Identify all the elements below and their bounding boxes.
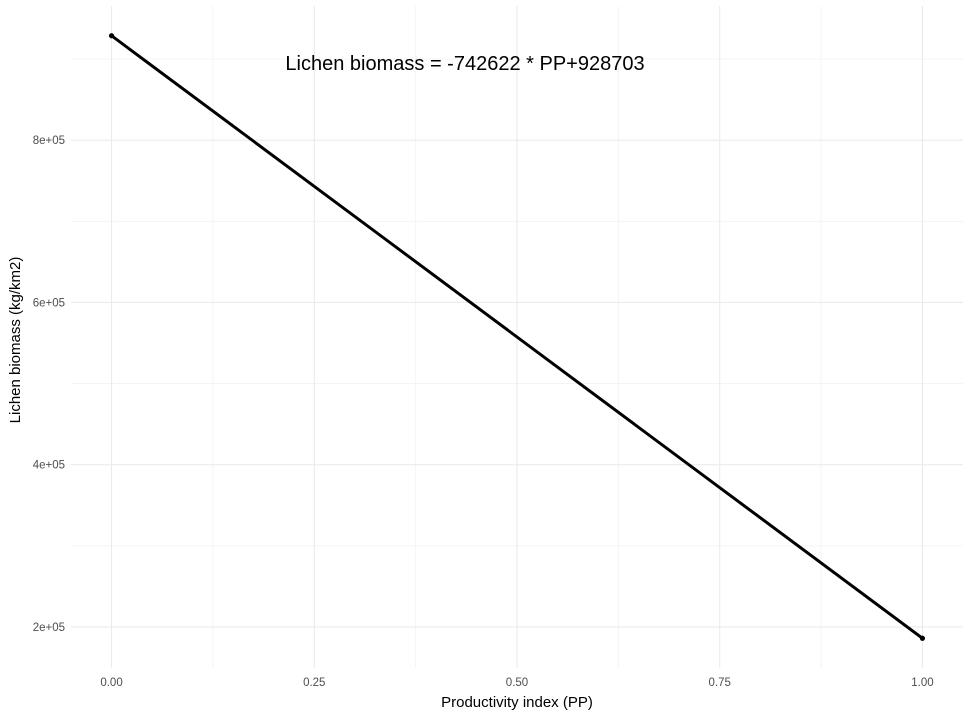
series-line-0 [110, 34, 924, 640]
x-tick-label-2: 0.50 [506, 677, 528, 689]
x-tick-label-1: 0.25 [303, 677, 325, 689]
regression-equation: Lichen biomass = -742622 * PP+928703 [285, 53, 644, 75]
y-tick-label-3: 8e+05 [33, 135, 65, 147]
major-gridlines [71, 6, 963, 668]
data-point-0-0 [108, 33, 115, 39]
series-layer [108, 33, 926, 641]
y-axis-ticks: 2e+05 4e+05 6e+05 8e+05 [33, 135, 65, 634]
y-tick-label-2: 6e+05 [33, 297, 65, 309]
y-tick-label-1: 4e+05 [33, 460, 65, 472]
y-axis-title: Lichen biomass (kg/km2) [7, 257, 24, 424]
data-point-0-1 [919, 635, 926, 641]
y-tick-label-0: 2e+05 [33, 622, 65, 634]
x-tick-label-0: 0.00 [100, 677, 122, 689]
x-tick-label-3: 0.75 [709, 677, 731, 689]
x-axis-ticks: 0.00 0.25 0.50 0.75 1.00 [100, 677, 933, 689]
x-axis-title: Productivity index (PP) [441, 694, 593, 711]
x-tick-label-4: 1.00 [911, 677, 933, 689]
